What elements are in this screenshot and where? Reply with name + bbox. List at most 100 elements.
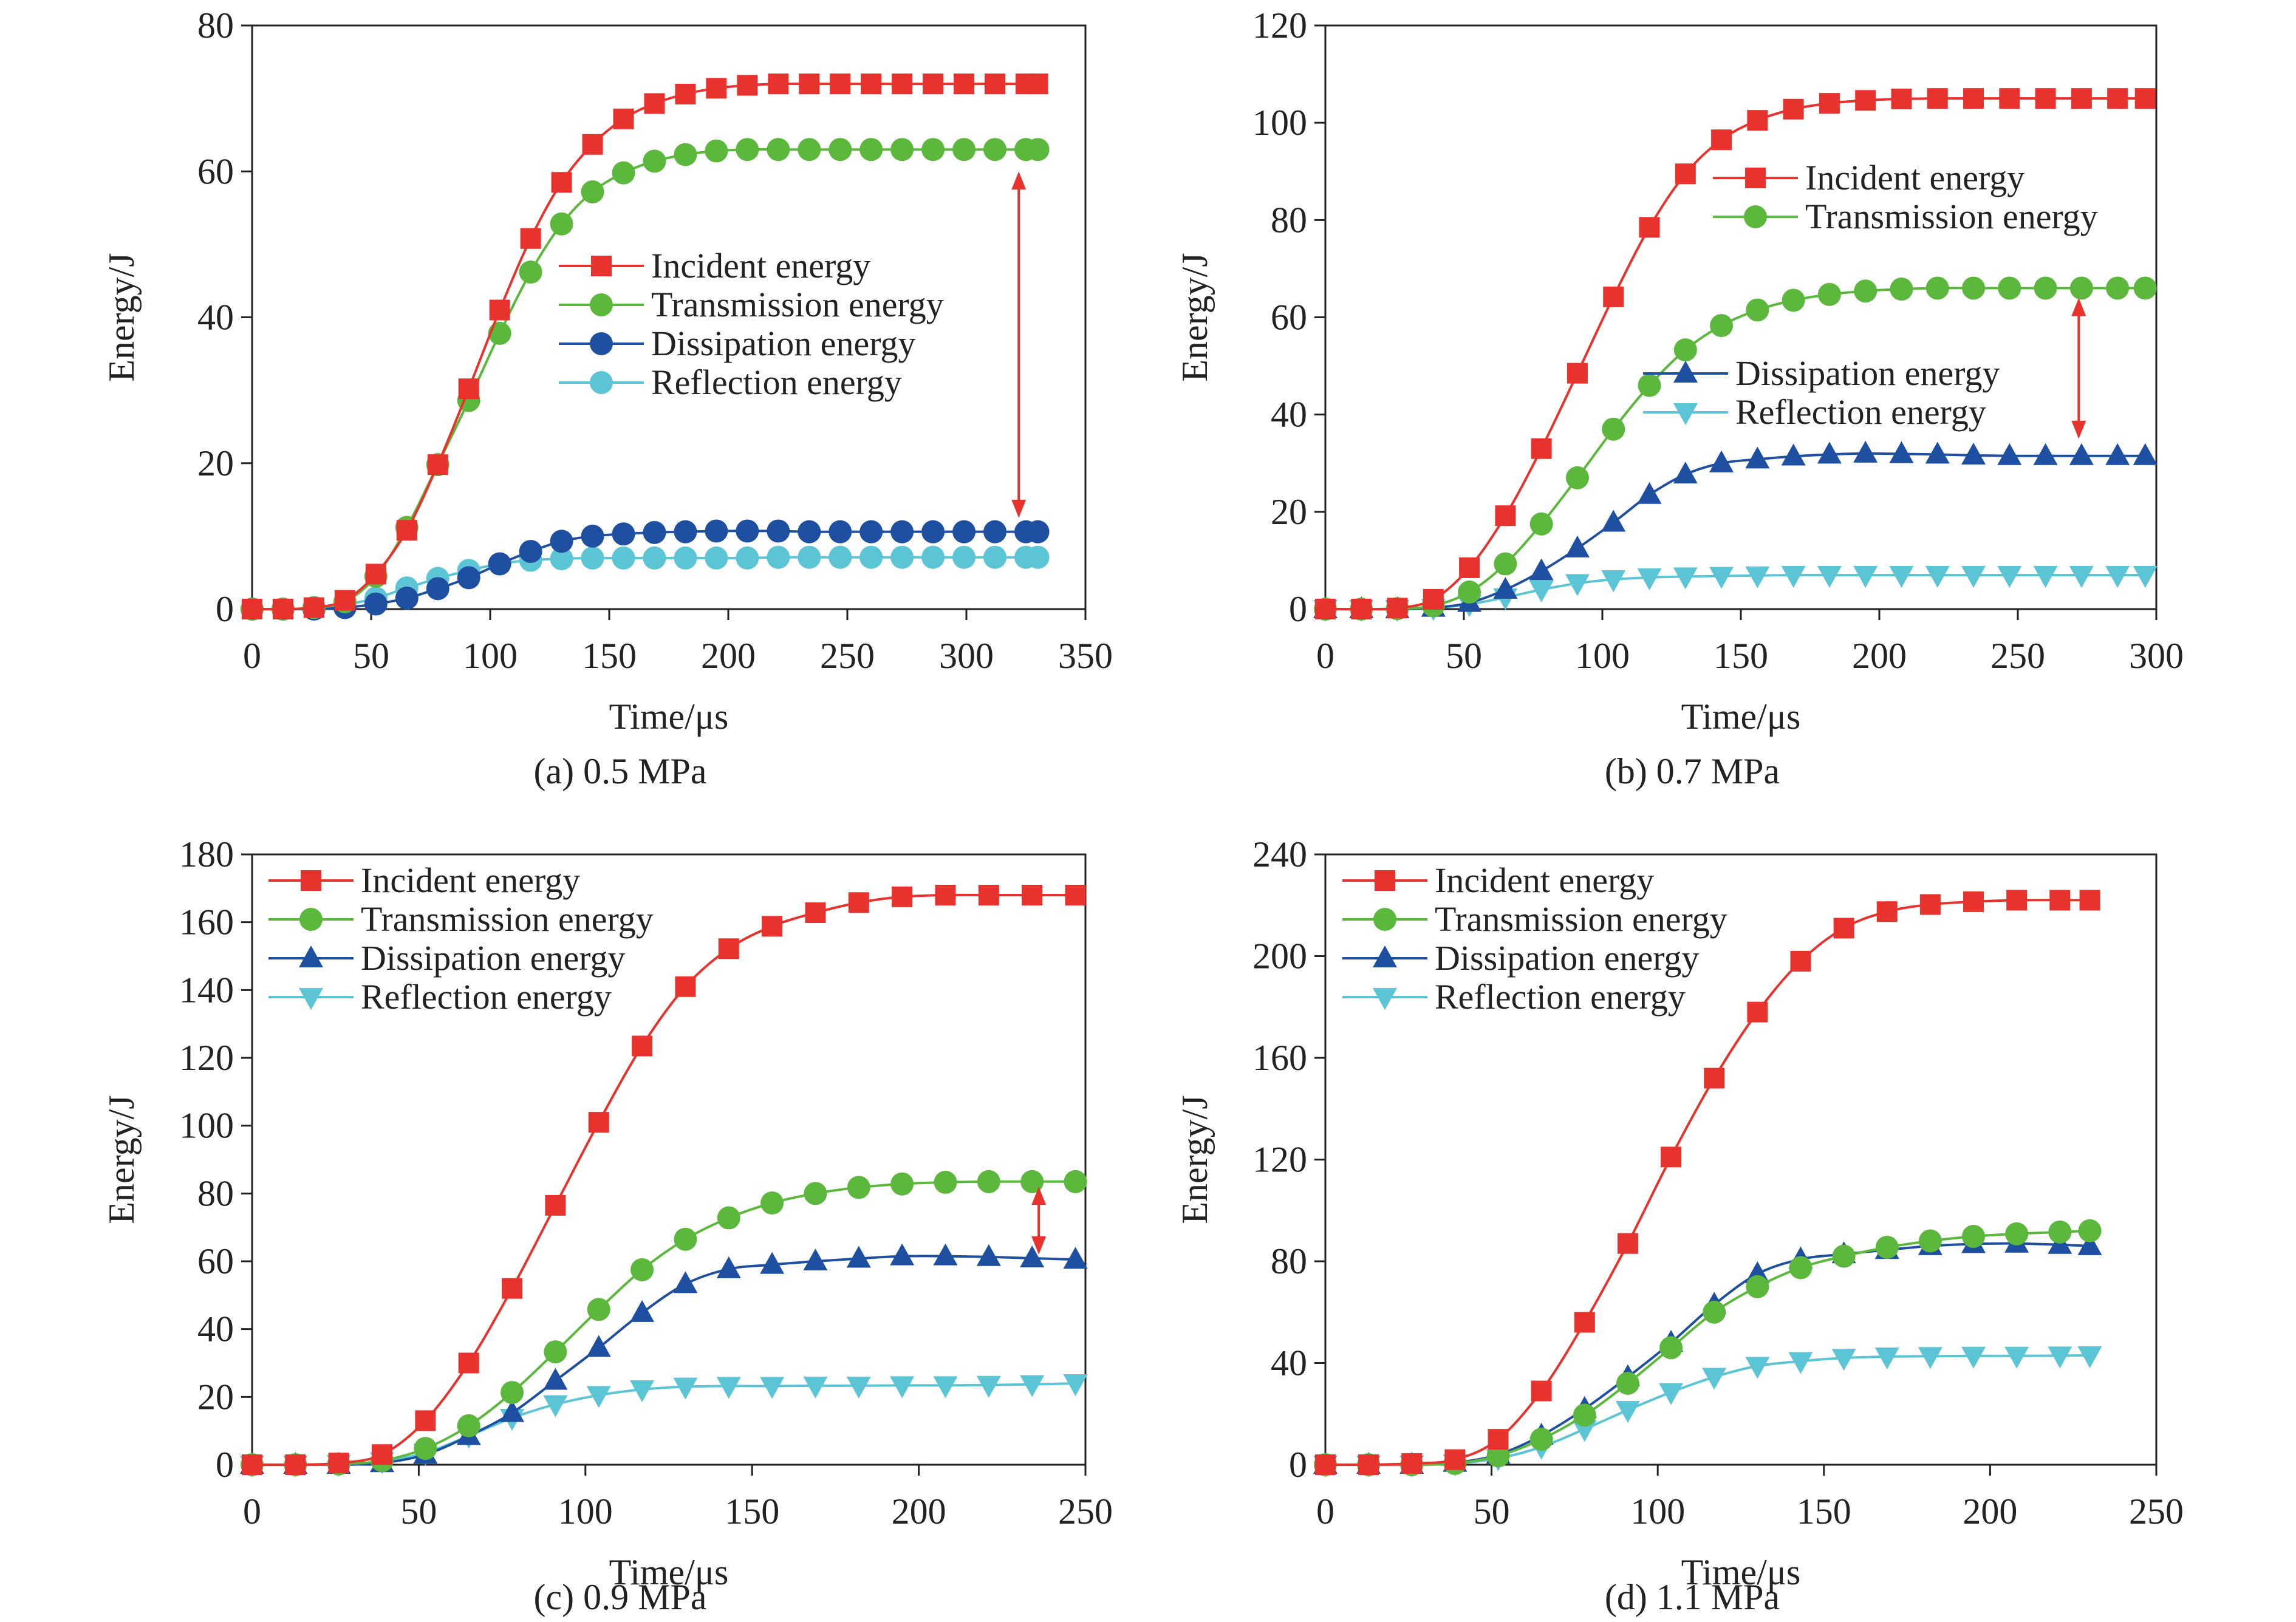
y-tick-label: 120 <box>1252 1140 1307 1180</box>
data-point <box>1063 1374 1088 1396</box>
data-point <box>1638 373 1661 397</box>
data-point <box>1064 1170 1087 1193</box>
data-point <box>890 138 914 162</box>
data-point <box>976 1244 1001 1266</box>
data-point <box>983 520 1007 544</box>
data-point <box>1783 98 1804 120</box>
data-point <box>1529 1428 1553 1451</box>
data-point <box>673 1377 698 1400</box>
data-point <box>1745 446 1770 469</box>
data-point <box>717 1206 740 1230</box>
legend-item: Dissipation energy <box>559 324 915 363</box>
data-point <box>890 1243 915 1266</box>
data-point <box>2034 276 2057 300</box>
data-point <box>544 1340 567 1364</box>
y-tick-label: 80 <box>197 5 234 46</box>
data-point <box>1927 88 1948 109</box>
legend-marker <box>301 870 321 891</box>
x-axis-label: Time/μs <box>1681 1552 1801 1592</box>
data-point <box>581 180 604 203</box>
legend-marker <box>1744 205 1767 228</box>
data-point <box>1997 565 2022 588</box>
data-point <box>2049 890 2071 911</box>
data-point <box>1065 885 1086 905</box>
legend-marker <box>1373 946 1397 967</box>
data-point <box>1853 565 1878 588</box>
data-point <box>551 172 572 193</box>
data-point <box>977 1170 1000 1193</box>
data-point <box>846 1376 871 1399</box>
y-axis-label: Energy/J <box>1175 253 1215 381</box>
panel-caption: (a) 0.5 MPa <box>534 751 707 791</box>
x-tick-label: 150 <box>1713 636 1768 676</box>
data-point <box>550 547 573 571</box>
arrow-head-bottom <box>1011 499 1027 518</box>
data-point <box>799 73 820 95</box>
x-tick-label: 0 <box>243 636 261 676</box>
y-tick-label: 80 <box>1271 1241 1307 1281</box>
data-point <box>859 520 883 544</box>
series <box>242 73 1048 619</box>
y-tick-label: 160 <box>1252 1038 1307 1078</box>
data-point <box>272 599 293 619</box>
data-point <box>935 885 956 905</box>
data-point <box>488 552 511 576</box>
data-point <box>586 1386 611 1408</box>
y-tick-label: 0 <box>1289 589 1307 629</box>
y-tick-label: 60 <box>197 1241 234 1281</box>
data-point <box>545 1194 566 1216</box>
data-point <box>1494 552 1517 576</box>
data-point <box>952 545 976 569</box>
data-point <box>2071 88 2092 109</box>
data-point <box>1022 885 1043 905</box>
data-point <box>890 1172 914 1196</box>
data-point <box>630 1300 655 1322</box>
data-point <box>2133 443 2158 465</box>
data-point <box>587 1298 610 1321</box>
data-point <box>1387 598 1408 619</box>
data-point <box>1567 363 1588 384</box>
data-point <box>1026 138 1050 162</box>
data-point <box>2004 1346 2029 1369</box>
legend-item: Dissipation energy <box>268 938 625 978</box>
data-point <box>2069 276 2093 300</box>
series <box>1315 88 2156 619</box>
panel-caption: (c) 0.9 MPa <box>534 1577 707 1617</box>
data-point <box>2069 443 2094 465</box>
x-tick-label: 50 <box>1474 1491 1510 1532</box>
data-point <box>1401 1453 1423 1474</box>
series-line <box>1325 899 2090 1467</box>
data-point <box>890 520 914 544</box>
data-point <box>2106 276 2130 300</box>
data-point <box>1961 565 1986 588</box>
legend-item: Incident energy <box>1342 860 1654 900</box>
legend-item: Incident energy <box>559 246 870 285</box>
data-point <box>983 138 1007 162</box>
data-point <box>1673 462 1698 484</box>
data-point <box>1890 278 1913 301</box>
data-point <box>1961 1346 1986 1369</box>
legend-label: Reflection energy <box>1435 977 1686 1017</box>
data-point <box>767 519 790 543</box>
legend-label: Incident energy <box>1805 158 2024 197</box>
legend-label: Reflection energy <box>361 977 612 1017</box>
y-tick-label: 0 <box>216 1445 234 1485</box>
data-point <box>829 138 852 162</box>
chart-panel: 0 50 100 150 200 250 0 20 40 60 80 100 120 140 160 180 T… <box>101 834 1113 1617</box>
data-point <box>890 1376 915 1399</box>
legend-marker <box>590 293 613 316</box>
data-point <box>1529 512 1553 536</box>
data-point <box>861 73 882 95</box>
data-point <box>1999 88 2020 109</box>
data-point <box>457 1414 480 1437</box>
data-point <box>804 1182 827 1205</box>
arrow-head-top <box>1031 1187 1047 1205</box>
data-point <box>985 73 1006 95</box>
x-tick-label: 250 <box>1058 1491 1113 1532</box>
data-point <box>675 83 696 104</box>
legend-marker <box>299 988 323 1010</box>
x-tick-label: 250 <box>2129 1491 2184 1532</box>
data-point <box>1458 580 1481 604</box>
legend-item: Reflection energy <box>1643 392 1986 432</box>
